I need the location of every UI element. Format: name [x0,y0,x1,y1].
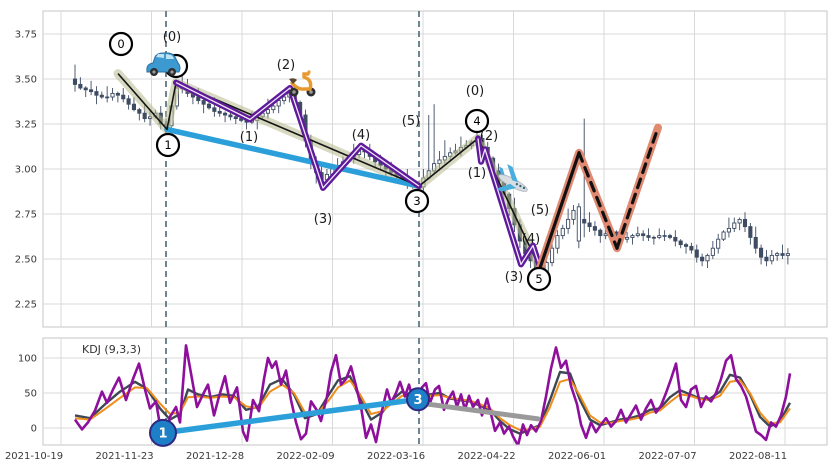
svg-text:2022-08-11: 2022-08-11 [729,451,787,462]
kdj-marker-1: 1 [149,418,177,447]
svg-text:2.50: 2.50 [15,255,37,266]
svg-text:1: 1 [164,138,171,152]
purple-subwave-core [477,138,541,268]
paren-wave-label: (3) [505,270,523,285]
svg-text:2022-03-16: 2022-03-16 [367,451,425,462]
svg-text:2022-02-09: 2022-02-09 [276,451,334,462]
paren-wave-label: (4) [522,232,540,247]
paren-wave-label: (5) [402,114,420,129]
paren-wave-label: (0) [466,84,484,99]
blue-line-1-3 [160,396,421,436]
x-axis-labels: 2021-10-19 2021-11-23 2021-12-28 2022-02-09… [5,451,787,462]
paren-wave-label: (1) [468,166,486,181]
svg-text:50: 50 [24,389,37,400]
projection-leg-dashed [577,151,619,250]
paren-wave-label: (4) [352,128,370,143]
paren-wave-label: (5) [531,203,549,218]
car-icon [146,52,181,76]
svg-text:3: 3 [413,194,420,208]
svg-text:3.25: 3.25 [15,120,37,131]
circled-wave-label [526,266,552,292]
circled-wave-label [404,188,430,214]
svg-text:5: 5 [535,272,542,286]
paren-wave-label: (0) [163,30,181,45]
gray-line [415,400,541,422]
svg-text:2022-06-01: 2022-06-01 [548,451,606,462]
svg-text:3.50: 3.50 [15,75,37,86]
circled-wave-label [155,132,181,158]
purple-subwave-core [175,82,420,189]
circled-wave-label [108,31,134,57]
y-axis-labels: 3.75 3.50 3.25 3.00 2.75 2.50 2.25 0 50 100 [15,30,37,435]
paren-wave-label: (2) [480,129,498,144]
projection-leg-dashed [615,125,660,250]
svg-text:2021-10-19: 2021-10-19 [5,451,63,462]
svg-text:4: 4 [473,114,480,128]
svg-text:3.75: 3.75 [15,30,37,41]
svg-text:2.75: 2.75 [15,210,37,221]
kdj-indicator-label: KDJ (9,3,3) [82,343,141,356]
svg-text:2022-04-22: 2022-04-22 [457,451,515,462]
blue-trend-line [164,126,422,189]
wave-overlays [113,69,662,273]
svg-text:0: 0 [117,37,124,51]
kdj-marker-3: 3 [406,387,430,412]
svg-text:2021-12-28: 2021-12-28 [186,451,244,462]
circled-wave-label [464,108,490,134]
svg-text:0: 0 [31,424,37,435]
svg-text:2021-11-23: 2021-11-23 [95,451,153,462]
svg-text:3: 3 [413,393,422,408]
paren-wave-label: (1) [240,130,258,145]
scooter-icon [289,70,316,97]
svg-text:2022-07-07: 2022-07-07 [638,451,696,462]
svg-text:100: 100 [18,354,37,365]
svg-text:2.25: 2.25 [15,300,37,311]
paren-wave-label: (2) [277,58,295,73]
svg-text:1: 1 [158,426,167,441]
paren-wave-label: (3) [314,212,332,227]
airplane-icon [496,164,528,192]
svg-text:3.00: 3.00 [15,165,37,176]
projection-leg-solid [538,151,581,270]
